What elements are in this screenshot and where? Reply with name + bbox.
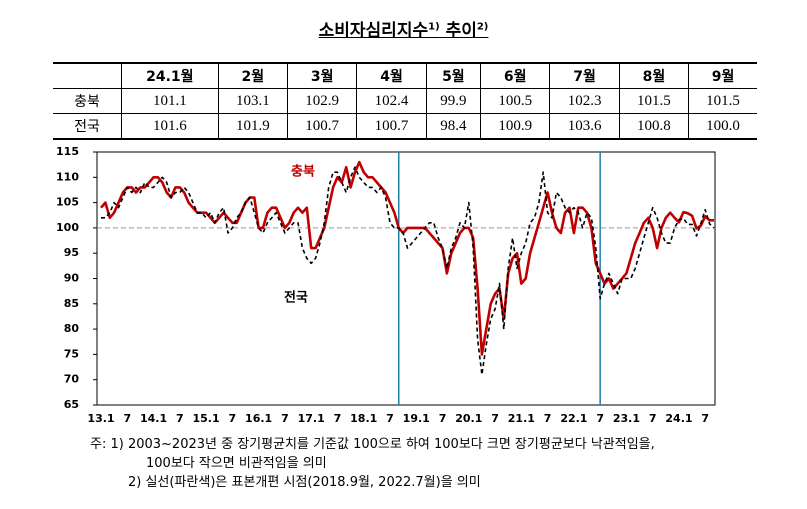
cell: 100.7 (356, 113, 427, 140)
title-main: 소비자심리지수 (318, 21, 429, 41)
x-tick-label: 7 (123, 412, 131, 425)
note: 주: 1) 2003~2023년 중 장기평균치를 기준값 100으로 하여 1… (90, 437, 655, 452)
y-tick-label: 90 (64, 272, 80, 285)
x-tick-label: 7 (596, 412, 604, 425)
cell: 102.4 (356, 88, 427, 114)
note: 2) 실선(파란색)은 표본개편 시점(2018.9월, 2022.7월)을 의… (128, 475, 481, 490)
series-line (100, 160, 714, 356)
x-tick-label: 7 (544, 412, 552, 425)
x-tick-label: 7 (229, 412, 237, 425)
cell: 101.1 (121, 88, 219, 114)
x-tick-label: 17.1 (298, 412, 325, 425)
x-tick-label: 15.1 (193, 412, 220, 425)
row-label: 충북 (53, 88, 122, 114)
cell: 103.1 (217, 88, 289, 114)
x-tick-label: 16.1 (245, 412, 272, 425)
x-tick-label: 7 (649, 412, 657, 425)
cell: 102.3 (549, 88, 620, 114)
cell: 98.4 (425, 113, 482, 140)
y-tick-label: 100 (56, 221, 79, 234)
table-row: 충북 101.1 103.1 102.9 102.4 99.9 100.5 102.3 101… (53, 88, 757, 114)
x-tick-label: 7 (281, 412, 289, 425)
x-tick-label: 22.1 (560, 412, 587, 425)
x-tick-label: 7 (176, 412, 184, 425)
header-cell: 3월 (286, 62, 358, 89)
cell: 100.0 (688, 113, 757, 140)
y-tick-label: 80 (64, 322, 80, 335)
row-label: 전국 (53, 113, 122, 140)
x-tick-label: 18.1 (350, 412, 377, 425)
x-tick-label: 7 (701, 412, 709, 425)
header-cell: 9월 (688, 62, 757, 89)
x-tick-label: 7 (439, 412, 447, 425)
y-tick-label: 65 (64, 398, 79, 411)
title-sup: 1) (428, 21, 440, 33)
title-sup: 2) (476, 21, 489, 33)
data-table: 24.1월 2월 3월 4월 5월 6월 7월 8월 9월 충북 101.1 103.1 102.9… (53, 62, 757, 140)
y-tick-label: 70 (64, 373, 80, 386)
title-sub: 추이 (445, 21, 477, 41)
y-tick-label: 110 (56, 170, 79, 183)
cell: 99.9 (425, 88, 482, 114)
cell: 101.6 (121, 113, 219, 140)
table-row: 전국 101.6 101.9 100.7 100.7 98.4 100.9 103.6 100… (53, 113, 757, 140)
header-cell: 24.1월 (121, 62, 219, 89)
title: 소비자심리지수1) 추이2) (0, 16, 807, 41)
x-tick-label: 7 (334, 412, 342, 425)
series-line (101, 166, 715, 376)
y-tick-label: 95 (64, 246, 79, 259)
x-tick-label: 19.1 (403, 412, 430, 425)
cell: 102.9 (286, 88, 358, 114)
x-tick-label: 7 (491, 412, 499, 425)
x-tick-label: 21.1 (508, 412, 535, 425)
x-tick-label: 7 (386, 412, 394, 425)
cell: 101.9 (217, 113, 289, 140)
x-tick-label: 14.1 (140, 412, 167, 425)
cell: 100.9 (480, 113, 551, 140)
y-tick-label: 115 (56, 145, 79, 158)
y-tick-label: 85 (64, 297, 79, 310)
series-annotation: 전국 (284, 290, 308, 306)
x-tick-label: 23.1 (613, 412, 640, 425)
y-tick-label: 75 (64, 347, 79, 360)
cell: 100.5 (480, 88, 551, 114)
x-tick-label: 13.1 (87, 412, 114, 425)
note: 100보다 작으면 비관적임을 의미 (146, 456, 327, 471)
x-tick-label: 24.1 (665, 412, 692, 425)
series-annotation: 충북 (291, 164, 315, 180)
cell: 101.5 (618, 88, 690, 114)
x-tick-label: 20.1 (455, 412, 482, 425)
cell: 101.5 (688, 88, 757, 114)
header-cell: 4월 (356, 62, 427, 89)
y-tick-label: 105 (56, 196, 79, 209)
header-cell: 5월 (425, 62, 482, 89)
cell: 100.7 (286, 113, 358, 140)
